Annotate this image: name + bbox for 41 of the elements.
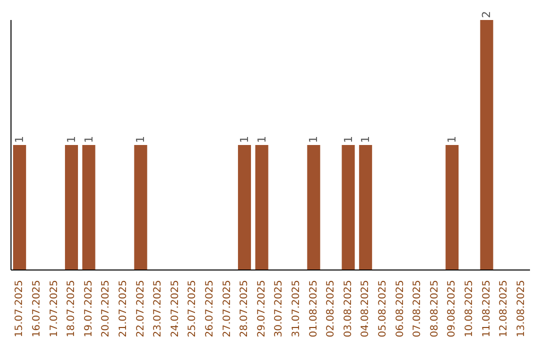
data-label: 1 [82, 136, 96, 143]
data-label: 1 [255, 136, 268, 143]
x-tick-label: 02.08.2025 [326, 280, 337, 338]
x-tick-label: 08.08.2025 [429, 280, 440, 338]
x-tick-label: 06.08.2025 [394, 280, 406, 338]
x-tick-label: 25.07.2025 [187, 280, 198, 338]
data-label: 1 [446, 136, 459, 143]
x-tick-label: 22.07.2025 [135, 280, 146, 338]
data-label: 1 [359, 136, 372, 143]
x-tick-label: 17.07.2025 [48, 280, 60, 338]
x-tick-label: 12.08.2025 [498, 280, 510, 338]
x-tick-label: 24.07.2025 [170, 280, 181, 338]
data-label: 1 [238, 136, 251, 143]
data-label: 1 [307, 136, 320, 143]
x-tick-label: 03.08.2025 [342, 280, 354, 338]
x-tick-label: 09.08.2025 [446, 280, 458, 338]
x-tick-label: 29.07.2025 [256, 280, 268, 338]
data-label: 1 [134, 136, 148, 143]
x-tick-label: 26.07.2025 [204, 280, 216, 338]
x-tick-label: 01.08.2025 [308, 280, 320, 338]
x-tick-label: 19.07.2025 [83, 280, 94, 338]
x-tick-label: 30.07.2025 [274, 280, 285, 338]
x-tick-label: 18.07.2025 [66, 280, 78, 338]
x-tick-label: 04.08.2025 [360, 280, 372, 338]
x-tick-label: 20.07.2025 [100, 280, 112, 338]
x-tick-label: 05.08.2025 [377, 280, 388, 338]
data-label: 1 [13, 136, 26, 143]
x-tick-label: 10.08.2025 [464, 280, 475, 338]
data-label: 1 [342, 136, 355, 143]
x-tick-label: 15.07.2025 [14, 280, 26, 338]
x-tick-label: 31.07.2025 [290, 280, 302, 338]
data-label: 1 [64, 136, 78, 143]
x-tick-label: 16.07.2025 [31, 280, 42, 338]
x-tick-label: 13.08.2025 [516, 280, 527, 338]
x-tick-label: 28.07.2025 [239, 280, 250, 338]
x-tick-label: 21.07.2025 [118, 280, 129, 338]
x-tick-label: 11.08.2025 [481, 280, 492, 338]
x-tick-label: 07.08.2025 [412, 280, 424, 338]
x-tick-label: 27.07.2025 [222, 280, 233, 338]
x-tick-label: 23.07.2025 [152, 280, 164, 338]
data-label: 2 [480, 11, 494, 18]
